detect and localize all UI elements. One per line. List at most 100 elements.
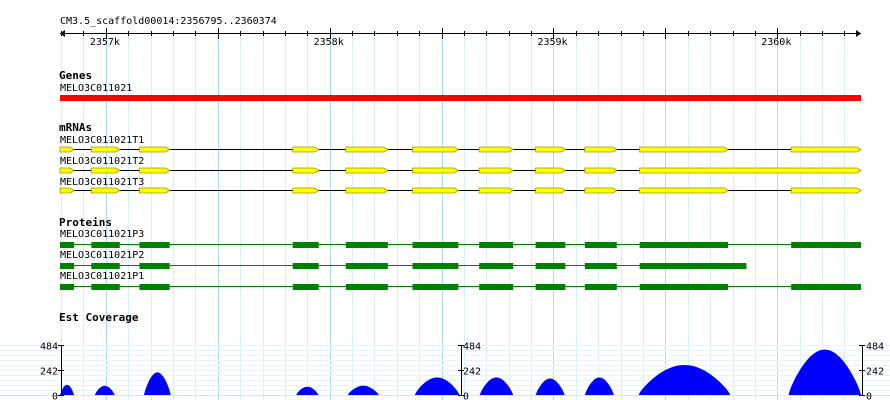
coverage-area[interactable] — [347, 385, 379, 395]
ruler-tick-label: 2357k — [90, 37, 120, 48]
coverage-area[interactable] — [638, 365, 731, 395]
coverage-y-tick-label: 242 — [40, 367, 58, 378]
mrna-exon[interactable] — [90, 167, 121, 174]
mrna-exon[interactable] — [345, 167, 389, 174]
mrna-exon[interactable] — [345, 187, 389, 194]
gene-label[interactable]: MELO3C011021 — [60, 83, 133, 94]
coverage-area[interactable] — [479, 377, 514, 396]
mrna-exon[interactable] — [292, 187, 320, 194]
gene-bar[interactable] — [60, 95, 861, 101]
coverage-area[interactable] — [788, 349, 862, 396]
coverage-y-tick-label: 0 — [463, 392, 469, 400]
coverage-area[interactable] — [296, 386, 319, 395]
ruler-right-arrow-icon[interactable] — [856, 30, 861, 37]
protein-cds[interactable] — [292, 284, 319, 290]
protein-cds[interactable] — [292, 242, 319, 248]
coverage-track-title: Est Coverage — [59, 311, 139, 324]
protein-cds[interactable] — [412, 263, 459, 269]
mrna-exon[interactable] — [345, 146, 389, 153]
mrna-exon[interactable] — [59, 146, 75, 153]
mrna-label-t3[interactable]: MELO3C011021T3 — [60, 177, 145, 188]
protein-cds[interactable] — [584, 263, 617, 269]
protein-cds[interactable] — [91, 263, 120, 269]
coverage-area[interactable] — [60, 384, 75, 395]
protein-cds[interactable] — [479, 242, 514, 248]
protein-cds[interactable] — [345, 284, 388, 290]
protein-cds[interactable] — [479, 263, 514, 269]
protein-cds[interactable] — [412, 242, 459, 248]
mrna-exon[interactable] — [59, 187, 75, 194]
protein-label-p3[interactable]: MELO3C011021P3 — [60, 229, 145, 240]
mrna-exon[interactable] — [639, 167, 862, 174]
protein-label-p1[interactable]: MELO3C011021P1 — [60, 271, 145, 282]
ruler-landmark: CM3.5_scaffold00014:2356795..2360374 — [60, 16, 277, 27]
mrna-exon[interactable] — [139, 167, 171, 174]
protein-cds[interactable] — [139, 263, 170, 269]
protein-cds[interactable] — [345, 242, 388, 248]
protein-cds[interactable] — [535, 242, 566, 248]
ruler-tick-label: 2359k — [537, 37, 567, 48]
mrna-exon[interactable] — [412, 167, 460, 174]
protein-cds[interactable] — [791, 242, 861, 248]
mrna-exon[interactable] — [139, 146, 171, 153]
protein-cds[interactable] — [479, 284, 514, 290]
protein-cds[interactable] — [639, 263, 747, 269]
protein-cds[interactable] — [639, 242, 729, 248]
protein-label-p2[interactable]: MELO3C011021P2 — [60, 250, 145, 261]
protein-cds[interactable] — [60, 263, 75, 269]
coverage-y-tick-label: 484 — [40, 342, 58, 353]
mrna-exon[interactable] — [412, 187, 460, 194]
protein-cds[interactable] — [91, 242, 120, 248]
protein-cds[interactable] — [91, 284, 120, 290]
mrna-exon[interactable] — [90, 146, 121, 153]
protein-cds[interactable] — [139, 284, 170, 290]
mrna-exon[interactable] — [584, 187, 618, 194]
mrna-exon[interactable] — [584, 146, 618, 153]
coverage-y-tick-label: 0 — [52, 392, 58, 400]
ruler-left-arrow-icon[interactable] — [60, 30, 65, 37]
mrna-exon[interactable] — [412, 146, 460, 153]
protein-cds[interactable] — [584, 242, 617, 248]
protein-cds[interactable] — [535, 284, 566, 290]
mrna-exon[interactable] — [292, 146, 320, 153]
coverage-area[interactable] — [94, 385, 115, 395]
protein-cds[interactable] — [60, 242, 75, 248]
protein-cds[interactable] — [791, 284, 861, 290]
coverage-y-tick-label: 242 — [463, 367, 481, 378]
mrna-exon[interactable] — [478, 146, 514, 153]
protein-cds[interactable] — [584, 284, 617, 290]
mrna-exon[interactable] — [478, 187, 514, 194]
mrna-exon[interactable] — [639, 146, 729, 153]
protein-cds[interactable] — [139, 242, 170, 248]
mrna-exon[interactable] — [535, 146, 567, 153]
coverage-y-tick-label: 0 — [866, 392, 872, 400]
coverage-area[interactable] — [584, 377, 614, 396]
mrna-exon[interactable] — [292, 167, 320, 174]
mrnas-track-title: mRNAs — [59, 121, 93, 134]
mrna-exon[interactable] — [535, 187, 567, 194]
protein-cds[interactable] — [60, 284, 75, 290]
mrna-exon[interactable] — [59, 167, 75, 174]
coverage-area[interactable] — [143, 372, 171, 395]
mrna-exon[interactable] — [790, 146, 862, 153]
coverage-area[interactable] — [535, 378, 565, 396]
protein-cds[interactable] — [345, 263, 388, 269]
mrna-exon[interactable] — [535, 167, 567, 174]
mrna-label-t2[interactable]: MELO3C011021T2 — [60, 156, 145, 167]
coverage-area[interactable] — [414, 377, 460, 395]
mrna-exon[interactable] — [790, 187, 862, 194]
protein-cds[interactable] — [412, 284, 459, 290]
protein-cds[interactable] — [535, 263, 566, 269]
ruler-tick-label: 2358k — [314, 37, 344, 48]
mrna-exon[interactable] — [90, 187, 121, 194]
coverage-y-tick-label: 484 — [463, 342, 481, 353]
mrna-exon[interactable] — [639, 187, 729, 194]
mrna-exon[interactable] — [584, 167, 618, 174]
mrna-label-t1[interactable]: MELO3C011021T1 — [60, 135, 145, 146]
protein-cds[interactable] — [639, 284, 729, 290]
coverage-y-tick-label: 242 — [866, 367, 884, 378]
mrna-exon[interactable] — [139, 187, 171, 194]
mrna-exon[interactable] — [478, 167, 514, 174]
protein-cds[interactable] — [292, 263, 319, 269]
